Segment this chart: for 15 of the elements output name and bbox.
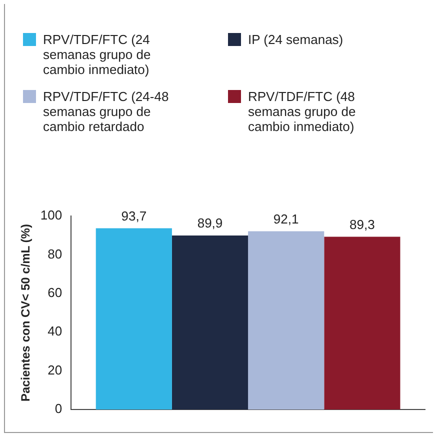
- y-axis-title: Pacientes con CV< 50 c/mL (%): [18, 224, 33, 402]
- legend-label: RPV/TDF/FTC (48 semanas grupo de cambio inmediato): [248, 89, 357, 134]
- y-tick-label: 20: [48, 362, 62, 378]
- y-tick-label: 40: [48, 324, 62, 339]
- data-label: 92,1: [273, 211, 299, 226]
- data-label: 89,9: [197, 216, 223, 231]
- data-label: 93,7: [121, 208, 147, 224]
- data-label: 89,3: [350, 216, 375, 232]
- legend-label: RPV/TDF/FTC (24 semanas grupo de cambio inmediato): [43, 32, 152, 77]
- y-tick-label: 0: [54, 401, 62, 416]
- legend-label: IP (24 semanas): [248, 32, 344, 47]
- legend-label: RPV/TDF/FTC (24-48 semanas grupo de cambio retardado: [43, 89, 170, 134]
- y-tick-label: 80: [48, 246, 62, 262]
- y-tick-label: 60: [48, 285, 62, 300]
- y-tick-label: 100: [40, 208, 62, 223]
